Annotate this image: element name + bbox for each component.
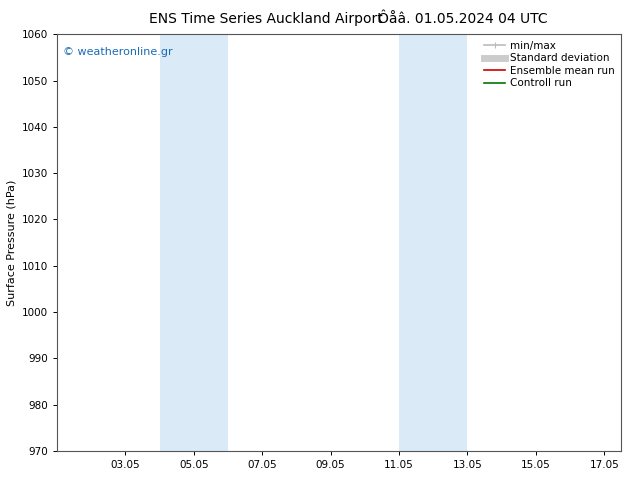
Bar [160,34,228,451]
Y-axis label: Surface Pressure (hPa): Surface Pressure (hPa) [6,179,16,306]
Bar [399,34,467,451]
Text: © weatheronline.gr: © weatheronline.gr [63,47,172,57]
Legend: min/max, Standard deviation, Ensemble mean run, Controll run: min/max, Standard deviation, Ensemble me… [480,36,619,93]
Text: ENS Time Series Auckland Airport: ENS Time Series Auckland Airport [150,12,383,26]
Text: Ôåâ. 01.05.2024 04 UTC: Ôåâ. 01.05.2024 04 UTC [378,12,548,26]
